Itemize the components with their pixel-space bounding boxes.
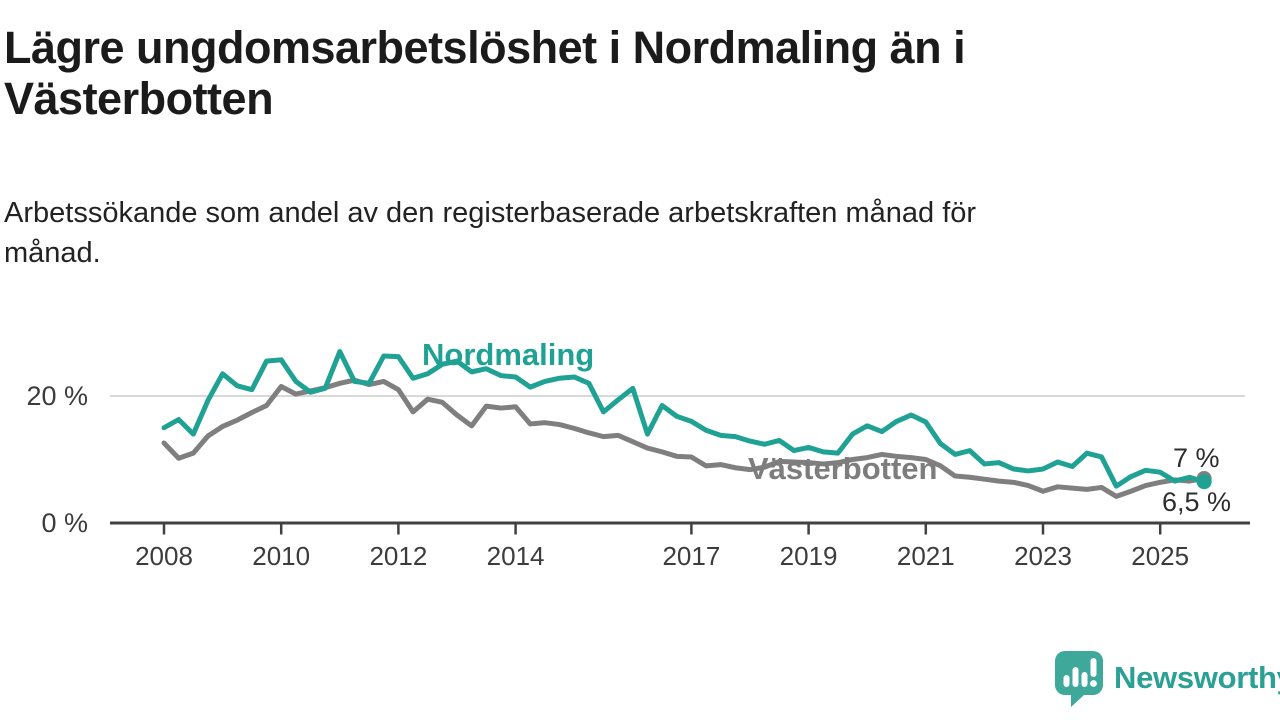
chart-title-line-2: Västerbotten — [4, 73, 274, 124]
logo-bar-tall — [1072, 667, 1079, 687]
logo-exclamation-bar — [1090, 658, 1097, 677]
y-tick-label-20: 20 % — [26, 381, 88, 411]
chart-title-line-1: Lägre ungdomsarbetslöshet i Nordmaling ä… — [4, 22, 966, 73]
end-value-label-vasterbotten: 7 % — [1173, 443, 1220, 473]
logo-exclamation-dot — [1090, 680, 1097, 687]
x-tick-label-2023: 2023 — [1014, 541, 1072, 571]
newsworthy-logo[interactable]: Newsworthy — [1053, 649, 1280, 707]
chart-subtitle-line-2: månad. — [4, 237, 101, 269]
x-tick-label-2012: 2012 — [369, 541, 428, 571]
end-value-label-nordmaling: 6,5 % — [1162, 487, 1232, 517]
x-tick-label-2019: 2019 — [779, 541, 838, 571]
chart-title: Lägre ungdomsarbetslöshet i Nordmaling ä… — [4, 22, 1154, 124]
series-label-nordmaling: Nordmaling — [422, 337, 595, 372]
x-tick-label-2021: 2021 — [896, 541, 955, 571]
newsworthy-logo-text: Newsworthy — [1114, 660, 1280, 695]
series-label-vasterbotten: Västerbotten — [748, 451, 938, 486]
x-tick-label-2008: 2008 — [135, 541, 193, 571]
logo-bar-medium — [1081, 672, 1088, 687]
x-tick-label-2014: 2014 — [486, 541, 545, 571]
chart-subtitle-line-1: Arbetssökande som andel av den registerb… — [4, 197, 977, 229]
series-line-nordmaling — [161, 349, 1207, 489]
x-tick-label-2017: 2017 — [662, 541, 721, 571]
series-line-västerbotten — [161, 377, 1207, 499]
x-tick-label-2025: 2025 — [1131, 541, 1190, 571]
x-tick-label-2010: 2010 — [252, 541, 311, 571]
chart-subtitle: Arbetssökande som andel av den registerb… — [4, 193, 1204, 273]
newsworthy-logo-icon — [1055, 651, 1103, 707]
end-dot-nordmaling — [1196, 474, 1212, 490]
logo-bar-short — [1063, 675, 1070, 687]
y-tick-label-0: 0 % — [41, 508, 88, 538]
